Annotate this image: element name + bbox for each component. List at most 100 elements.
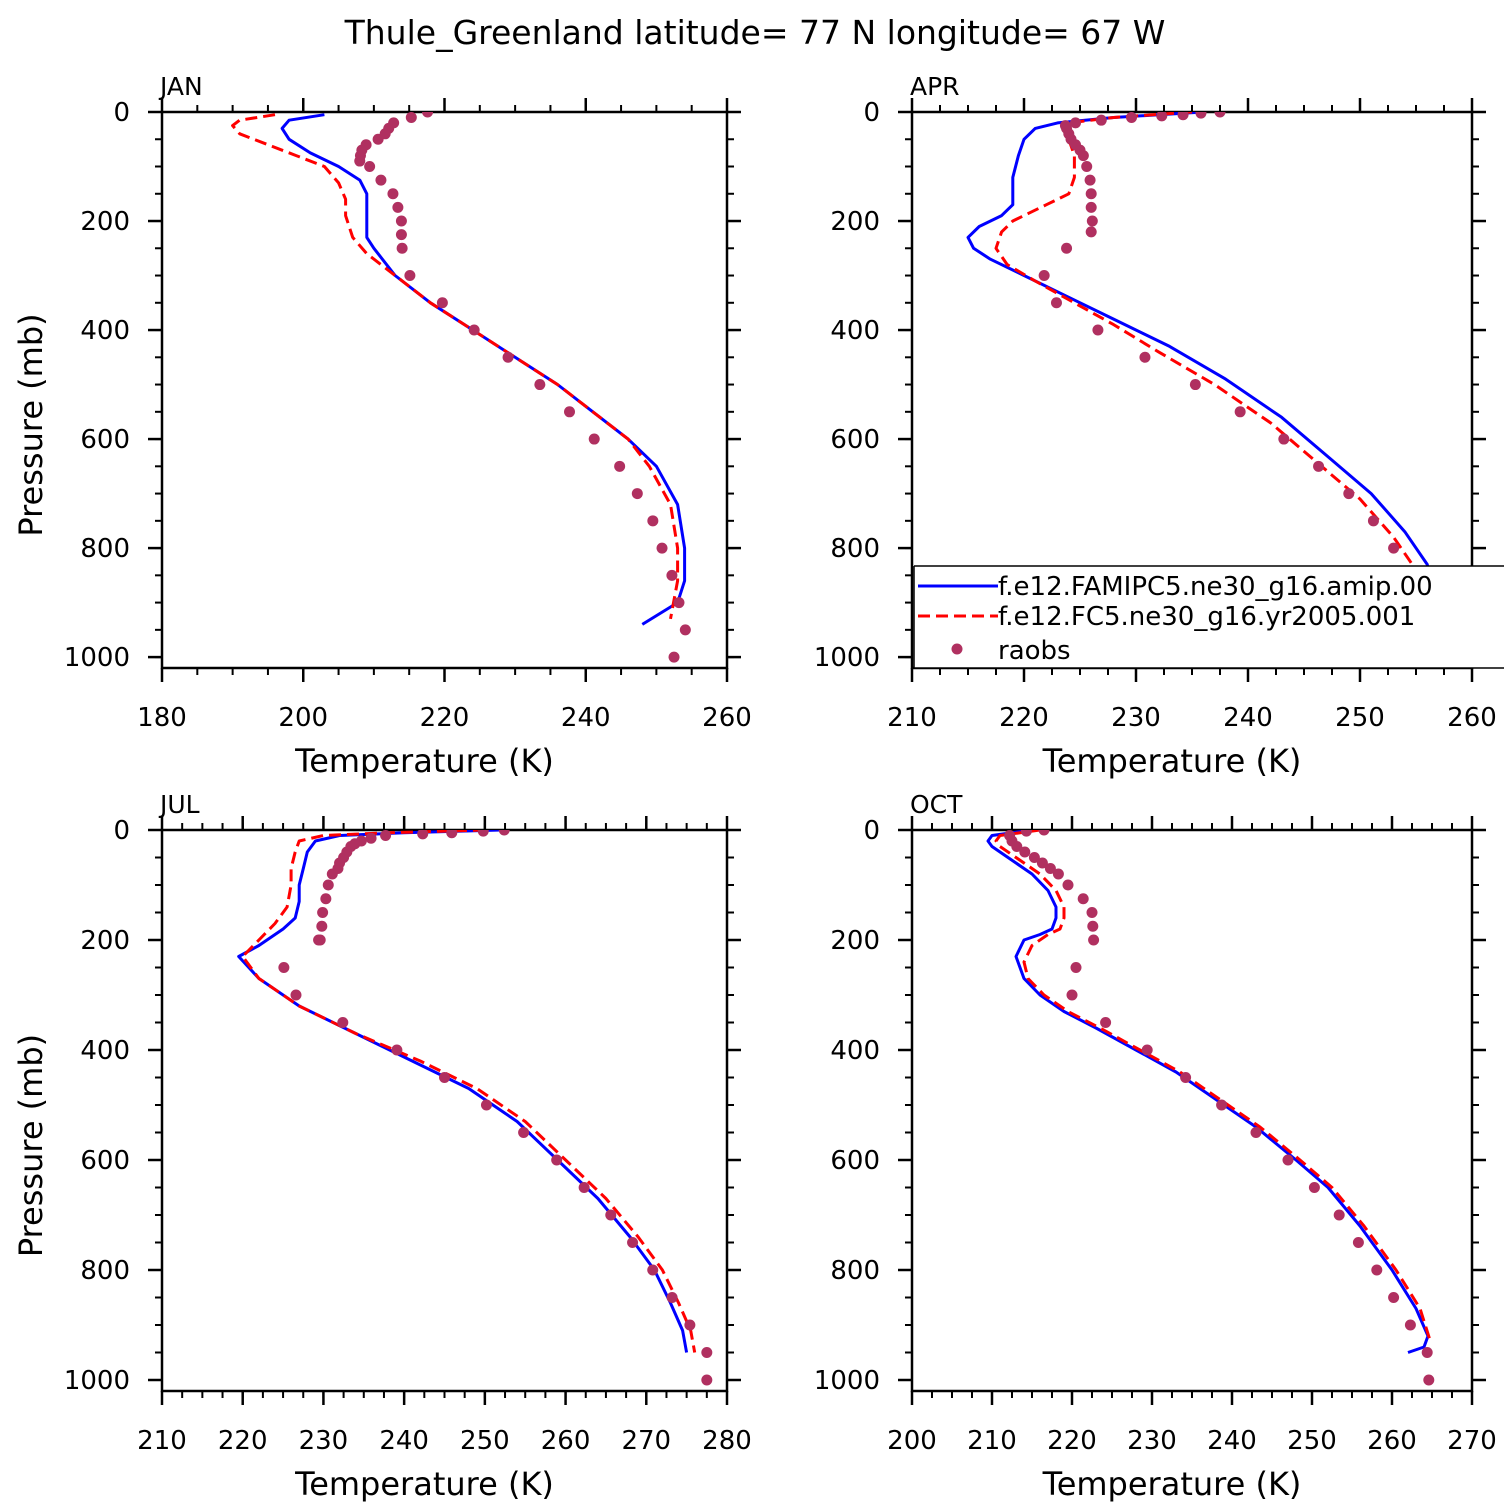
x-tick-label: 270	[1447, 1426, 1497, 1456]
raobs-point	[380, 830, 392, 841]
raobs-point	[1085, 188, 1097, 200]
raobs-point	[1421, 1347, 1433, 1358]
raobs-point	[365, 832, 377, 844]
raobs-point	[364, 161, 376, 173]
x-tick-label: 260	[702, 703, 752, 733]
raobs-point	[1388, 542, 1400, 554]
y-tick-label: 1000	[814, 1366, 880, 1396]
raobs-point	[404, 270, 416, 282]
raobs-point	[1088, 934, 1100, 946]
x-tick-label: 250	[460, 1426, 510, 1456]
x-tick-label: 220	[999, 703, 1049, 733]
famipc5-series-line	[280, 113, 687, 626]
raobs-point	[1087, 920, 1099, 932]
x-tick-label: 240	[379, 1426, 429, 1456]
raobs-point	[605, 1209, 617, 1221]
raobs-point	[551, 1154, 563, 1166]
panel-oct: 200 210 220 230 240 250 260 270 0 200 400 600 800 100…	[814, 790, 1497, 1503]
raobs-point	[631, 488, 643, 500]
y-tick-label: 800	[830, 534, 880, 564]
raobs-point	[627, 1237, 639, 1248]
raobs-point	[1061, 242, 1073, 254]
x-tick-label: 180	[137, 703, 187, 733]
raobs-point	[1343, 488, 1355, 500]
legend: f.e12.FAMIPC5.ne30_g16.amip.00f.e12.FC5.…	[913, 565, 1504, 669]
panel-label: OCT	[910, 790, 963, 819]
raobs-point	[1028, 852, 1040, 863]
raobs-point	[1126, 112, 1138, 123]
raobs-point	[666, 569, 678, 581]
x-axis-label: Temperature (K)	[1042, 742, 1302, 780]
figure-title: Thule_Greenland latitude= 77 N longitude…	[344, 13, 1166, 52]
y-tick-label: 600	[830, 425, 880, 455]
y-tick-label: 0	[863, 816, 880, 846]
raobs-point	[446, 830, 458, 839]
raobs-point	[1388, 1292, 1400, 1303]
famipc5-series-line	[986, 830, 1430, 1354]
y-axis-label: Pressure (mb)	[12, 313, 50, 536]
raobs-point	[1019, 846, 1031, 858]
x-axis-label: Temperature (K)	[1042, 1465, 1302, 1503]
x-axis-label: Temperature (K)	[294, 1465, 554, 1503]
x-tick-label: 240	[561, 703, 611, 733]
raobs-point	[1085, 201, 1097, 213]
raobs-point	[502, 351, 514, 363]
raobs-point	[1100, 1017, 1112, 1028]
raobs-point	[1077, 150, 1089, 162]
raobs-point	[647, 1264, 659, 1276]
raobs-point	[1423, 1374, 1435, 1386]
x-tick-label: 230	[1111, 703, 1161, 733]
raobs-point	[1020, 830, 1032, 837]
fc5-series-line	[994, 830, 1432, 1342]
raobs-point	[564, 406, 576, 418]
raobs-point	[1066, 989, 1078, 1001]
y-tick-label: 200	[80, 207, 130, 237]
raobs-point	[684, 1319, 696, 1331]
raobs-point	[614, 460, 626, 472]
x-tick-label: 220	[1047, 1426, 1097, 1456]
raobs-point	[480, 1099, 492, 1111]
x-tick-label: 280	[702, 1426, 752, 1456]
raobs-point	[326, 868, 338, 880]
raobs-point	[1214, 112, 1226, 118]
raobs-point	[395, 229, 407, 241]
raobs-point	[518, 1127, 530, 1138]
famipc5-series-line	[966, 112, 1435, 632]
raobs-point	[668, 651, 680, 663]
y-tick-label: 800	[80, 534, 130, 564]
raobs-point	[1070, 962, 1082, 973]
legend-entry-label: raobs	[998, 636, 1071, 666]
raobs-point	[337, 1017, 349, 1028]
panel-label: JUL	[158, 790, 200, 819]
x-tick-label: 250	[1335, 703, 1385, 733]
raobs-point	[1333, 1209, 1345, 1221]
raobs-point	[1141, 1044, 1153, 1056]
raobs-point	[1085, 226, 1097, 238]
x-tick-label: 270	[621, 1426, 671, 1456]
raobs-point	[1038, 270, 1050, 282]
raobs-point	[290, 989, 302, 1001]
raobs-point	[317, 907, 329, 918]
y-tick-label: 0	[113, 816, 130, 846]
raobs-point	[1038, 830, 1050, 836]
raobs-point	[701, 1374, 713, 1386]
raobs-point	[1052, 868, 1064, 880]
x-tick-label: 250	[1287, 1426, 1337, 1456]
raobs-point	[1278, 433, 1290, 445]
raobs-point	[1095, 114, 1107, 126]
legend-marker-raobs	[951, 643, 963, 655]
raobs-point	[1250, 1127, 1262, 1138]
raobs-point	[1216, 1099, 1228, 1111]
x-tick-label: 230	[1127, 1426, 1177, 1456]
x-tick-label: 220	[420, 703, 470, 733]
raobs-point	[422, 112, 434, 118]
raobs-point	[1156, 112, 1168, 122]
raobs-point	[1371, 1264, 1383, 1276]
y-tick-label: 0	[113, 98, 130, 128]
raobs-point	[1062, 879, 1074, 891]
raobs-point	[468, 324, 480, 336]
raobs-point	[588, 433, 600, 445]
y-tick-label: 1000	[64, 1366, 130, 1396]
y-tick-label: 800	[830, 1256, 880, 1286]
y-tick-label: 600	[80, 1146, 130, 1176]
